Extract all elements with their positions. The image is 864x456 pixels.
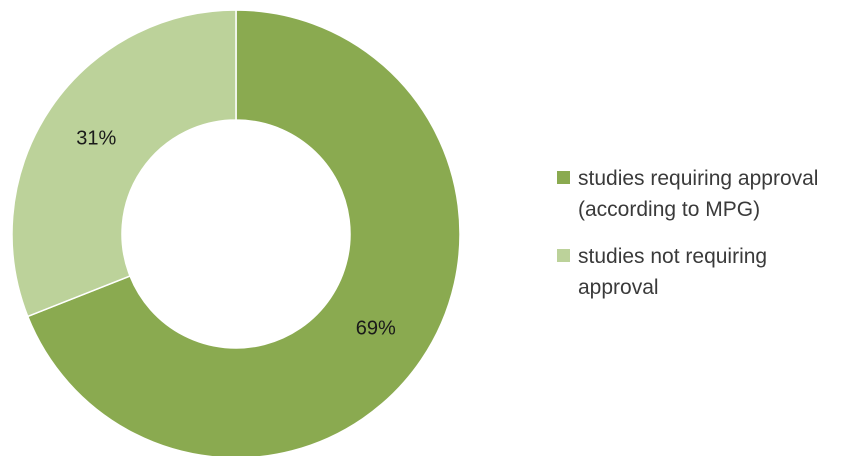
data-label-not-requiring-approval: 31% [76, 127, 116, 149]
legend-swatch [557, 171, 570, 184]
legend-label-line: (according to MPG) [578, 198, 760, 221]
legend-label-line: approval [578, 276, 659, 299]
data-labels: 69% 31% [76, 127, 396, 339]
legend-label-line: studies not requiring [578, 245, 767, 268]
data-label-requiring-approval: 69% [356, 317, 396, 339]
slice-requiring-approval [26, 9, 461, 456]
legend: studies requiring approval (according to … [557, 167, 818, 299]
donut-slices [11, 9, 461, 456]
legend-entry-not-requiring-approval: studies not requiring approval [557, 245, 767, 299]
slice-not-requiring-approval [11, 9, 237, 318]
legend-swatch [557, 249, 570, 262]
legend-entry-requiring-approval: studies requiring approval (according to … [557, 167, 818, 221]
legend-label-line: studies requiring approval [578, 167, 818, 190]
